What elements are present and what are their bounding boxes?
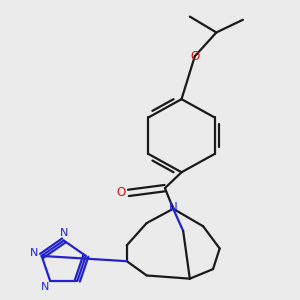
- Text: N: N: [41, 282, 50, 292]
- Text: O: O: [116, 186, 126, 200]
- Text: N: N: [169, 201, 178, 214]
- Text: N: N: [59, 228, 68, 238]
- Text: N: N: [30, 248, 38, 258]
- Text: O: O: [190, 50, 200, 63]
